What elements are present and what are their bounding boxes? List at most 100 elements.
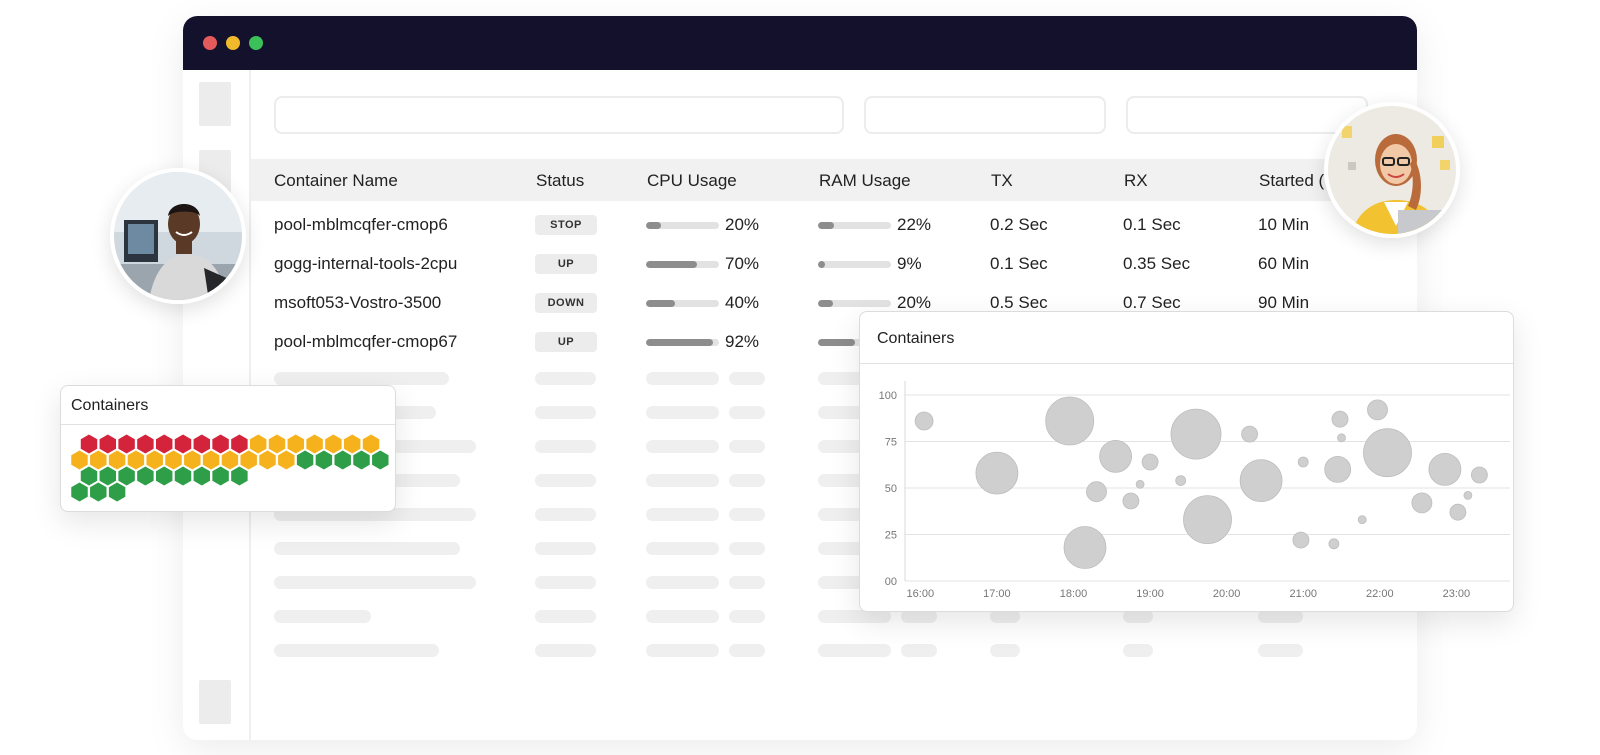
container-hexagon-green[interactable] — [193, 466, 211, 486]
container-hexagon-yellow[interactable] — [325, 434, 342, 454]
bubble-point[interactable] — [1183, 495, 1232, 545]
container-hexagon-green[interactable] — [372, 450, 389, 470]
column-header-rx[interactable]: RX — [1124, 171, 1148, 190]
container-hexagon-green[interactable] — [334, 450, 351, 470]
container-hexagon-green[interactable] — [231, 466, 248, 486]
sidebar-item-placeholder[interactable] — [199, 680, 231, 724]
container-hexagon-yellow[interactable] — [127, 450, 145, 470]
bubble-point[interactable] — [914, 411, 934, 431]
container-hexagon-red[interactable] — [80, 434, 98, 454]
bubble-point[interactable] — [1324, 456, 1352, 483]
bubble-point[interactable] — [1292, 531, 1310, 549]
container-hexagon-green[interactable] — [296, 450, 314, 470]
table-row[interactable]: pool-mblmcqfer-cmop67 UP 92% — [183, 324, 1417, 360]
container-hexagon-green[interactable] — [118, 466, 135, 486]
column-header-status[interactable]: Status — [536, 171, 585, 190]
column-header-tx[interactable]: TX — [991, 171, 1013, 190]
container-hexagon-yellow[interactable] — [240, 450, 257, 470]
container-hexagon-green[interactable] — [315, 450, 333, 470]
container-hexagon-yellow[interactable] — [362, 434, 380, 454]
container-hexagon-yellow[interactable] — [343, 434, 361, 454]
filter-input[interactable] — [864, 96, 1106, 134]
container-hexagon-yellow[interactable] — [287, 434, 305, 454]
skeleton-placeholder — [729, 542, 765, 555]
bubble-point[interactable] — [1357, 515, 1367, 525]
column-header-container-name[interactable]: Container Name — [274, 171, 398, 190]
bubble-point[interactable] — [1471, 466, 1488, 484]
skeleton-placeholder — [535, 440, 596, 453]
container-hexagon-yellow[interactable] — [202, 450, 220, 470]
window-maximize-icon[interactable] — [249, 36, 263, 50]
bubble-point[interactable] — [1241, 425, 1259, 443]
container-hexagon-yellow[interactable] — [306, 434, 323, 454]
table-row[interactable]: gogg-internal-tools-2cpu UP 70% 9% 0.1 Sec 0.… — [183, 246, 1417, 282]
container-hexagon-green[interactable] — [80, 466, 98, 486]
container-hexagon-yellow[interactable] — [108, 450, 126, 470]
filter-input-secondary[interactable] — [1126, 96, 1368, 134]
container-hexagon-red[interactable] — [118, 434, 135, 454]
bubble-point[interactable] — [975, 451, 1019, 495]
container-hexagon-green[interactable] — [174, 466, 192, 486]
container-hexagon-green[interactable] — [353, 450, 370, 470]
bubble-point[interactable] — [1045, 396, 1095, 446]
container-hexagon-green[interactable] — [71, 482, 88, 502]
container-hexagon-yellow[interactable] — [259, 450, 276, 470]
container-hexagon-yellow[interactable] — [184, 450, 201, 470]
table-row[interactable]: msoft053-Vostro-3500 DOWN 40% 20% 0.5 Sec 0.7… — [183, 285, 1417, 321]
bubble-point[interactable] — [1175, 475, 1187, 486]
table-row[interactable]: pool-mblmcqfer-cmop6 STOP 20% 22% 0.2 Sec 0.1… — [183, 207, 1417, 243]
container-hexagon-red[interactable] — [99, 434, 117, 454]
container-hexagon-yellow[interactable] — [90, 450, 107, 470]
container-hexagon-green[interactable] — [155, 466, 173, 486]
container-hexagon-yellow[interactable] — [71, 450, 88, 470]
container-hexagon-red[interactable] — [193, 434, 211, 454]
container-hexagon-green[interactable] — [90, 482, 107, 502]
container-hexagon-yellow[interactable] — [278, 450, 295, 470]
container-hexagon-green[interactable] — [212, 466, 229, 486]
window-close-icon[interactable] — [203, 36, 217, 50]
container-hexagon-yellow[interactable] — [146, 450, 163, 470]
container-hexagon-green[interactable] — [137, 466, 154, 486]
skeleton-placeholder — [274, 372, 449, 385]
container-name[interactable]: pool-mblmcqfer-cmop6 — [274, 215, 448, 234]
container-hexagon-red[interactable] — [212, 434, 229, 454]
skeleton-placeholder — [646, 406, 719, 419]
container-hexagon-red[interactable] — [231, 434, 248, 454]
column-header-started[interactable]: Started ( — [1259, 171, 1325, 190]
bubble-point[interactable] — [1363, 428, 1412, 478]
container-hexagon-yellow[interactable] — [268, 434, 286, 454]
bubble-point[interactable] — [1099, 440, 1133, 473]
bubble-point[interactable] — [1135, 479, 1145, 489]
bubble-point[interactable] — [1367, 399, 1388, 421]
search-input[interactable] — [274, 96, 844, 134]
container-hexagon-yellow[interactable] — [249, 434, 267, 454]
bubble-point[interactable] — [1463, 490, 1473, 500]
bubble-point[interactable] — [1141, 453, 1159, 471]
column-header-cpu-usage[interactable]: CPU Usage — [647, 171, 737, 190]
container-hexagon-green[interactable] — [108, 482, 126, 502]
bubble-point[interactable] — [1331, 410, 1349, 428]
bubble-point[interactable] — [1411, 492, 1433, 514]
container-hexagon-red[interactable] — [174, 434, 192, 454]
bubble-point[interactable] — [1428, 453, 1462, 486]
bubble-point[interactable] — [1063, 526, 1107, 569]
sidebar-item-placeholder[interactable] — [199, 82, 231, 126]
container-hexagon-green[interactable] — [99, 466, 117, 486]
container-hexagon-red[interactable] — [137, 434, 154, 454]
bubble-point[interactable] — [1328, 538, 1340, 550]
bubble-point[interactable] — [1239, 459, 1283, 502]
bubble-point[interactable] — [1170, 408, 1222, 460]
bubble-point[interactable] — [1122, 492, 1140, 510]
window-minimize-icon[interactable] — [226, 36, 240, 50]
bubble-point[interactable] — [1337, 433, 1346, 443]
bubble-point[interactable] — [1086, 481, 1107, 503]
container-hexagon-red[interactable] — [155, 434, 173, 454]
container-name[interactable]: gogg-internal-tools-2cpu — [274, 254, 458, 273]
column-header-ram-usage[interactable]: RAM Usage — [819, 171, 911, 190]
container-hexagon-yellow[interactable] — [165, 450, 182, 470]
container-name[interactable]: pool-mblmcqfer-cmop67 — [274, 332, 458, 351]
container-hexagon-yellow[interactable] — [221, 450, 239, 470]
bubble-point[interactable] — [1449, 503, 1467, 521]
container-name[interactable]: msoft053-Vostro-3500 — [274, 293, 442, 312]
bubble-point[interactable] — [1297, 456, 1309, 468]
